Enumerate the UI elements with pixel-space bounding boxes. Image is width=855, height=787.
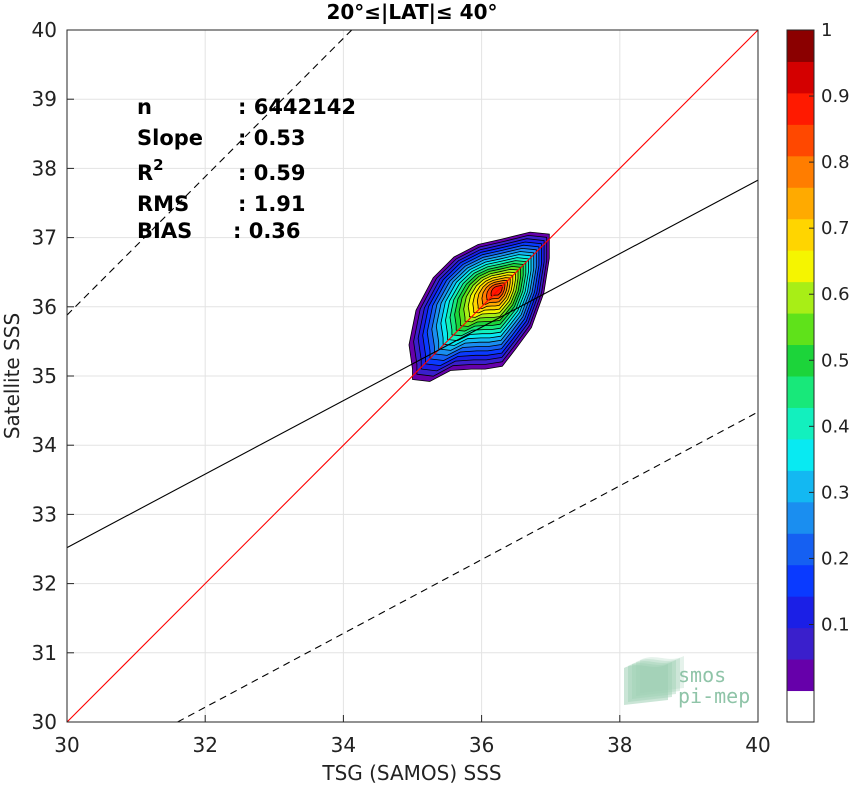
stat-value: : 0.59 bbox=[238, 161, 306, 185]
x-tick-label: 32 bbox=[192, 733, 217, 757]
colorbar-tick-label: 0.2 bbox=[821, 548, 850, 569]
lower-bound-line bbox=[177, 411, 758, 722]
colorbar-segment bbox=[787, 250, 814, 283]
colorbar-segment bbox=[787, 407, 814, 440]
colorbar-tick-label: 0.1 bbox=[821, 614, 850, 635]
x-tick-label: 30 bbox=[54, 733, 79, 757]
logo-wave-shape bbox=[624, 664, 668, 705]
colorbar-segment bbox=[787, 659, 814, 692]
colorbar-segment bbox=[787, 376, 814, 408]
colorbar-segment bbox=[787, 564, 814, 597]
stat-value: : 6442142 bbox=[238, 95, 356, 119]
logo-wave-shape bbox=[636, 658, 680, 696]
upper-bound-line bbox=[67, 30, 353, 316]
colorbar-segment bbox=[787, 627, 814, 660]
x-tick-label: 34 bbox=[331, 733, 356, 757]
chart-title: 20°≤|LAT|≤ 40° bbox=[326, 0, 497, 24]
colorbar: 0.1 0.2 0.3 0.4 0.5 0.6 0.7 0.8 0.9 1 bbox=[786, 20, 850, 723]
y-tick-label: 37 bbox=[32, 226, 57, 250]
stat-label: n bbox=[137, 95, 152, 119]
y-axis-label: Satellite SSS bbox=[0, 313, 24, 439]
fit-line bbox=[67, 179, 758, 549]
y-tick-label: 32 bbox=[32, 572, 57, 596]
colorbar-segment bbox=[787, 61, 814, 94]
x-axis-label: TSG (SAMOS) SSS bbox=[321, 761, 501, 785]
colorbar-segment bbox=[787, 313, 814, 346]
y-axis: 30 31 32 33 34 35 36 37 38 39 40 bbox=[32, 18, 74, 734]
colorbar-segment bbox=[787, 438, 814, 471]
colorbar-segment bbox=[787, 596, 814, 629]
stat-label: Slope bbox=[137, 126, 203, 150]
identity-line bbox=[67, 30, 758, 722]
reference-lines bbox=[67, 30, 758, 722]
x-tick-label: 38 bbox=[607, 733, 632, 757]
colorbar-segment bbox=[787, 218, 814, 251]
colorbar-tick-label: 0.5 bbox=[821, 350, 850, 371]
colorbar-tick-label: 0.4 bbox=[821, 416, 850, 437]
colorbar-segment bbox=[787, 533, 814, 566]
density-contours bbox=[408, 231, 550, 382]
colorbar-segment bbox=[787, 155, 814, 188]
x-tick-label: 36 bbox=[469, 733, 494, 757]
y-tick-label: 39 bbox=[32, 87, 57, 111]
stat-value: : 0.36 bbox=[233, 219, 301, 243]
colorbar-segment bbox=[787, 187, 814, 220]
colorbar-tick-label: 0.7 bbox=[821, 218, 850, 239]
y-tick-label: 38 bbox=[32, 156, 57, 180]
y-tick-label: 35 bbox=[32, 364, 57, 388]
y-tick-label: 33 bbox=[32, 502, 57, 526]
logo-text-pimep: pi-mep bbox=[678, 684, 750, 708]
logo-text-smos: smos bbox=[678, 663, 726, 687]
y-tick-label: 36 bbox=[32, 295, 57, 319]
x-tick-label: 40 bbox=[745, 733, 770, 757]
colorbar-frame bbox=[786, 29, 815, 723]
y-tick-label: 40 bbox=[32, 18, 57, 42]
y-tick-label: 34 bbox=[32, 433, 57, 457]
stat-label: BIAS bbox=[137, 219, 192, 243]
logo-wave-shape bbox=[628, 662, 672, 702]
colorbar-segment bbox=[787, 501, 814, 534]
x-axis: 30 32 34 36 38 40 bbox=[54, 715, 771, 757]
colorbar-segment bbox=[787, 470, 814, 503]
stat-label: RMS bbox=[137, 192, 189, 216]
colorbar-tick-label: 0.3 bbox=[821, 482, 850, 503]
grid-lines bbox=[66, 29, 759, 723]
stat-superscript: 2 bbox=[153, 156, 163, 174]
stat-value: : 1.91 bbox=[238, 192, 306, 216]
colorbar-tick-label: 0.9 bbox=[821, 86, 850, 107]
colorbar-segment bbox=[787, 124, 814, 157]
colorbar-segment bbox=[787, 690, 814, 723]
colorbar-segment bbox=[787, 92, 814, 125]
logo-wave-shape bbox=[640, 656, 684, 693]
stat-value: : 0.53 bbox=[238, 126, 306, 150]
logo-wave-shape bbox=[632, 660, 676, 699]
colorbar-tick-label: 1 bbox=[821, 20, 832, 41]
y-tick-label: 31 bbox=[32, 641, 57, 665]
colorbar-tick-label: 0.6 bbox=[821, 284, 850, 305]
y-tick-label: 30 bbox=[32, 710, 57, 734]
colorbar-tick-label: 0.8 bbox=[821, 152, 850, 173]
colorbar-segment bbox=[787, 30, 814, 62]
colorbar-segment bbox=[787, 281, 814, 314]
